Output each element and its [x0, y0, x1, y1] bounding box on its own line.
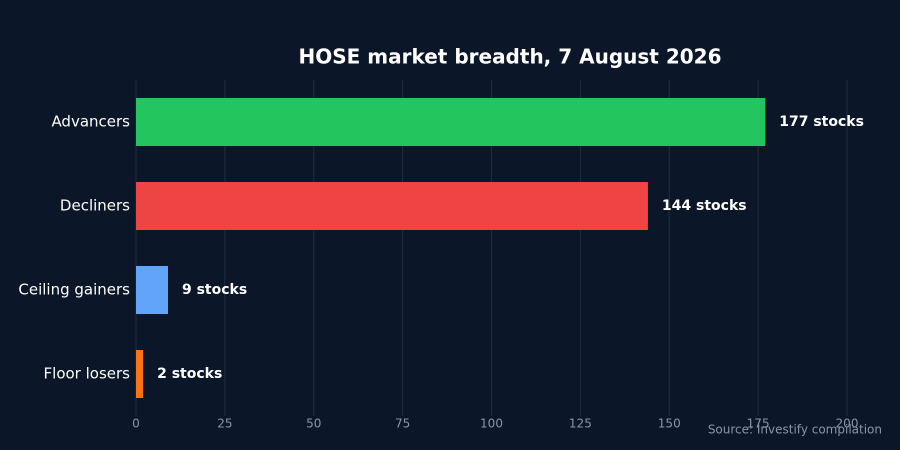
x-tick-label: 25 [217, 417, 232, 431]
y-tick-label: Ceiling gainers [18, 281, 130, 299]
bar [136, 98, 766, 146]
y-tick-label: Floor losers [44, 365, 131, 383]
x-tick-label: 75 [395, 417, 410, 431]
bar [136, 350, 144, 398]
data-label: 144 stocks [662, 198, 747, 214]
y-tick-label: Decliners [60, 197, 130, 215]
data-label: 2 stocks [157, 366, 222, 382]
data-label: 9 stocks [182, 282, 247, 298]
bar [136, 266, 168, 314]
y-tick-label: Advancers [51, 113, 130, 131]
x-tick-label: 125 [569, 417, 592, 431]
x-tick-label: 175 [747, 417, 770, 431]
source-note: Source: Investify compilation [708, 423, 882, 437]
bar [136, 182, 648, 230]
x-tick-label: 100 [480, 417, 503, 431]
data-label: 177 stocks [779, 114, 864, 130]
x-tick-label: 50 [306, 417, 321, 431]
x-tick-label: 0 [132, 417, 140, 431]
x-tick-label: 200 [836, 417, 859, 431]
chart-title: HOSE market breadth, 7 August 2026 [299, 45, 722, 69]
x-tick-label: 150 [658, 417, 681, 431]
